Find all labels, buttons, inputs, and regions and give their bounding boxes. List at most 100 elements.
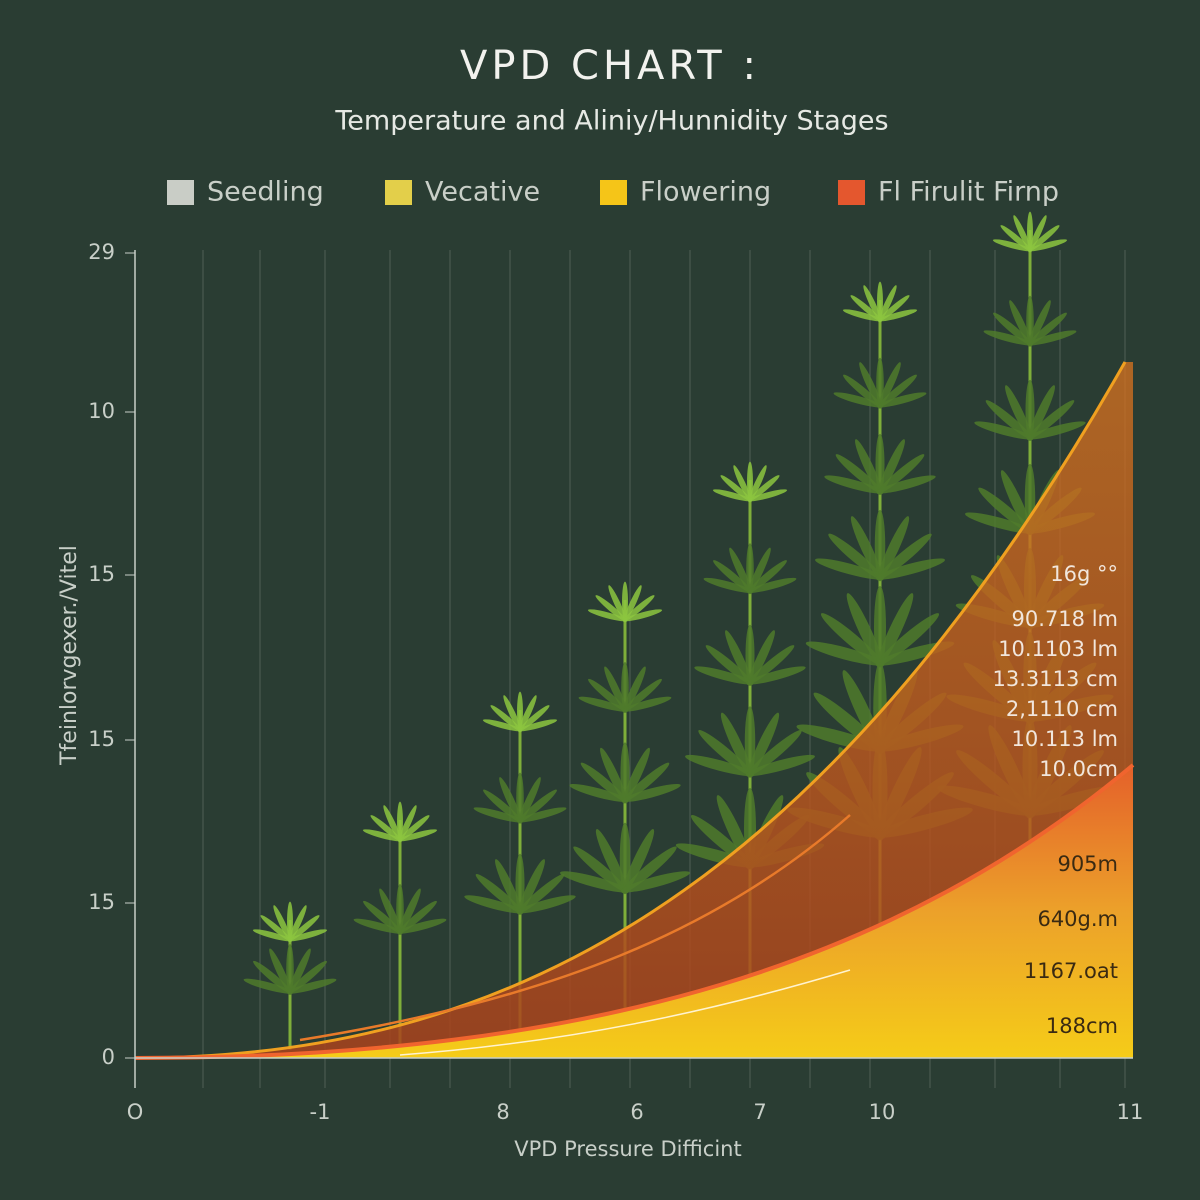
plant-leaf (746, 666, 806, 685)
plant-leaf (287, 929, 328, 942)
plant-leaf (287, 978, 337, 994)
plant-leaf (992, 239, 1033, 252)
plant-leaf (828, 533, 884, 581)
plant-leaf (379, 888, 402, 935)
plant-leaf (978, 487, 1034, 535)
plant-leaf (878, 285, 897, 323)
annotation: 905m (1057, 852, 1118, 876)
plant-leaf (713, 560, 753, 594)
legend-label: Seedling (207, 177, 324, 208)
plant-leaf (503, 695, 522, 733)
plant-leaf (288, 948, 311, 995)
legend-swatch (167, 180, 194, 205)
upper-curve (134, 361, 1127, 1060)
plant-leaf (685, 754, 755, 776)
plant-leaf (588, 678, 628, 713)
plant-leaf (876, 475, 936, 494)
plant-leaf (595, 595, 627, 622)
plant-leaf (397, 918, 447, 934)
plant-leaf (1000, 225, 1032, 252)
y-axis-title: Tfeinlorvgexer./Vitel (57, 545, 82, 766)
plant-leaf (353, 918, 403, 934)
plant-leaf (569, 783, 629, 803)
y-tick-label: 10 (88, 399, 115, 423)
plant-leaf (965, 512, 1035, 534)
chart-subtitle: Temperature and Aliniy/Hunnidity Stages (334, 106, 888, 137)
plant-leaf (383, 805, 402, 843)
plant-leaf (580, 762, 628, 803)
lower-band (135, 765, 1133, 1058)
plant-leaf (747, 630, 775, 686)
plant-leaf (747, 645, 795, 686)
plant-leaf (983, 330, 1033, 346)
plant-leaf (698, 730, 754, 777)
plant-leaf (362, 829, 403, 842)
plant-leaf (850, 516, 883, 582)
plant-leaf (518, 695, 537, 733)
plant-leaf (620, 871, 690, 893)
lower-curve (134, 763, 1135, 1060)
plant-leaf (398, 815, 430, 842)
plant-leaf (729, 547, 752, 594)
plant-leaf (473, 807, 523, 823)
plant-leaf (747, 560, 787, 594)
plant-leaf (288, 905, 307, 943)
x-tick-label: 7 (753, 1100, 766, 1124)
plant-leaf (993, 312, 1033, 346)
plant-leaf (252, 929, 293, 942)
plant-leaf (621, 846, 677, 894)
plant-leaf (820, 613, 884, 667)
plant-leaf (843, 374, 883, 408)
x-tick-label: -1 (310, 1100, 331, 1124)
plant-leaf (622, 747, 650, 804)
plant-leaf (600, 747, 628, 804)
plant-leaf (747, 712, 780, 778)
plant-leaf (876, 533, 932, 581)
plant-leaf (516, 895, 576, 914)
x-tick-label: 11 (1117, 1100, 1144, 1124)
plant-leaf (859, 362, 882, 409)
plant-leaf (842, 309, 883, 322)
plant-leaf (573, 846, 629, 894)
plant-leaf (604, 666, 627, 713)
legend-swatch (600, 180, 627, 205)
plant-leaf (855, 439, 883, 495)
plant-leaf (1005, 385, 1033, 441)
plant-leaf (398, 805, 417, 843)
plant-leaf (1000, 470, 1033, 536)
plant-leaf (745, 754, 815, 776)
plant-leaf (517, 789, 557, 823)
annotation: 13.3113 cm (992, 667, 1118, 691)
annotation: 10.1103 lm (998, 637, 1118, 661)
plant-leaf (846, 593, 883, 668)
plant-leaf (243, 978, 293, 994)
annotation: 10.0cm (1039, 757, 1118, 781)
y-tick-label: 15 (88, 890, 115, 914)
plant-leaf (877, 439, 905, 495)
x-tick-label: 10 (869, 1100, 896, 1124)
plant-leaf (495, 859, 523, 915)
plant-leaf (587, 609, 628, 622)
plant-leaf (398, 888, 421, 935)
plant-leaf (747, 489, 788, 502)
plant-leaf (363, 900, 403, 935)
legend-label: Vecative (425, 177, 540, 208)
plant-leaf (622, 829, 655, 894)
legend-label: Fl Firulit Firnp (878, 177, 1059, 208)
plant-leaf (1013, 215, 1032, 253)
plant-leaf (720, 712, 753, 778)
plant-leaf (1027, 239, 1068, 252)
y-tick-label: 0 (102, 1045, 115, 1069)
plant-leaf (517, 859, 545, 915)
plant-leaf (747, 577, 797, 593)
plant-leaf (725, 630, 753, 686)
inner-curve (399, 969, 851, 1056)
plant-leaf (560, 871, 630, 893)
plant-leaf (622, 762, 670, 803)
plant-leaf (1009, 300, 1032, 347)
legend-label: Flowering (640, 177, 771, 208)
plant-leaf (273, 905, 292, 943)
plant-leaf (397, 829, 438, 842)
